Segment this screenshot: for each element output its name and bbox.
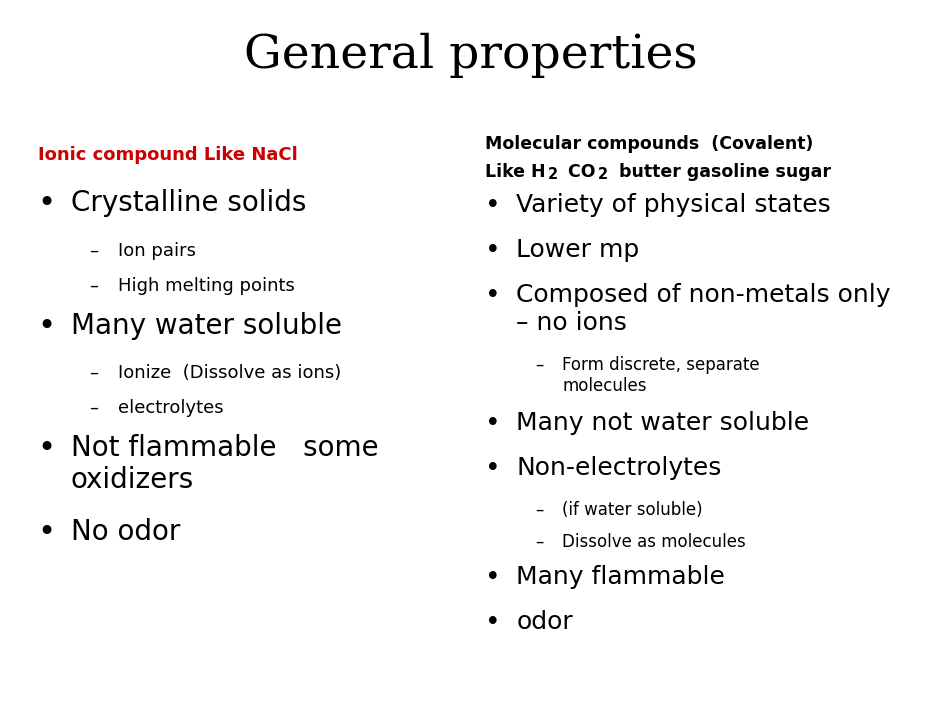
Text: odor: odor — [516, 610, 573, 634]
Text: •: • — [485, 411, 501, 437]
Text: Crystalline solids: Crystalline solids — [71, 189, 306, 217]
Text: –: – — [535, 501, 544, 519]
Text: •: • — [485, 238, 501, 264]
Text: •: • — [485, 283, 501, 309]
Text: Dissolve as molecules: Dissolve as molecules — [562, 533, 746, 551]
Text: Many water soluble: Many water soluble — [71, 312, 342, 339]
Text: High melting points: High melting points — [118, 277, 295, 295]
Text: General properties: General properties — [244, 33, 698, 78]
Text: •: • — [38, 312, 56, 341]
Text: •: • — [38, 189, 56, 218]
Text: Composed of non-metals only
– no ions: Composed of non-metals only – no ions — [516, 283, 891, 335]
Text: Ionic compound Like NaCl: Ionic compound Like NaCl — [38, 146, 298, 164]
Text: –: – — [89, 399, 99, 417]
Text: •: • — [485, 193, 501, 219]
Text: •: • — [485, 565, 501, 591]
Text: (if water soluble): (if water soluble) — [562, 501, 703, 519]
Text: 2: 2 — [598, 167, 609, 182]
Text: No odor: No odor — [71, 518, 180, 545]
Text: •: • — [485, 610, 501, 636]
Text: Non-electrolytes: Non-electrolytes — [516, 456, 722, 480]
Text: –: – — [89, 364, 99, 382]
Text: Ionize  (Dissolve as ions): Ionize (Dissolve as ions) — [118, 364, 341, 382]
Text: CO: CO — [557, 163, 596, 181]
Text: •: • — [38, 434, 56, 463]
Text: Form discrete, separate
molecules: Form discrete, separate molecules — [562, 356, 760, 395]
Text: Like H: Like H — [485, 163, 545, 181]
Text: 2: 2 — [547, 167, 558, 182]
Text: Not flammable   some
oxidizers: Not flammable some oxidizers — [71, 434, 379, 494]
Text: –: – — [89, 277, 99, 295]
Text: butter gasoline sugar: butter gasoline sugar — [607, 163, 831, 181]
Text: Molecular compounds  (Covalent): Molecular compounds (Covalent) — [485, 135, 814, 153]
Text: Lower mp: Lower mp — [516, 238, 640, 262]
Text: •: • — [485, 456, 501, 482]
Text: Many not water soluble: Many not water soluble — [516, 411, 809, 435]
Text: –: – — [535, 533, 544, 551]
Text: •: • — [38, 518, 56, 547]
Text: Variety of physical states: Variety of physical states — [516, 193, 831, 217]
Text: –: – — [89, 242, 99, 260]
Text: –: – — [535, 356, 544, 374]
Text: Ion pairs: Ion pairs — [118, 242, 196, 260]
Text: electrolytes: electrolytes — [118, 399, 223, 417]
Text: Many flammable: Many flammable — [516, 565, 725, 589]
